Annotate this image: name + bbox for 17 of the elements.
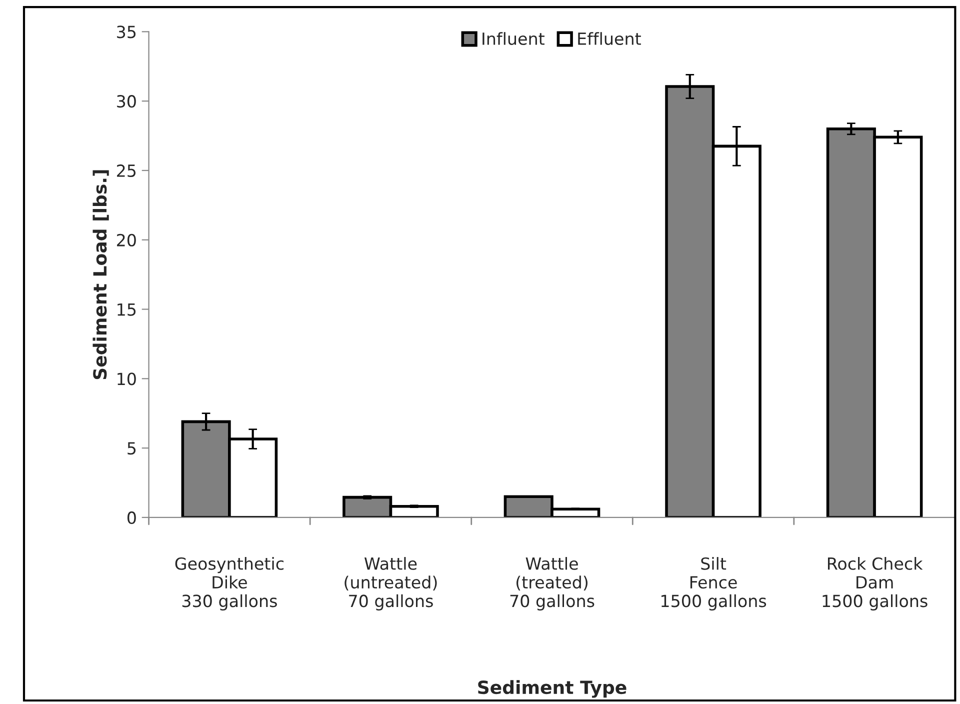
y-tick-label: 30 bbox=[117, 95, 136, 108]
y-tick-label: 10 bbox=[118, 372, 136, 386]
x-axis-title: Sediment Type bbox=[478, 680, 626, 698]
x-tick-label: Silt Fence 1500 gallons bbox=[662, 557, 766, 610]
y-tick-label: 35 bbox=[117, 26, 136, 38]
y-tick-label: 5 bbox=[128, 442, 136, 455]
y-tick-label: 25 bbox=[117, 164, 136, 178]
x-tick-label: Wattle (treated) 70 gallons bbox=[510, 557, 594, 610]
legend-label: Effluent bbox=[578, 32, 641, 46]
x-tick-label: Geosynthetic Dike 330 gallons bbox=[175, 557, 284, 610]
y-tick-label: 20 bbox=[117, 234, 136, 246]
y-tick-label: 15 bbox=[118, 303, 136, 316]
x-tick-label: Wattle (untreated) 70 gallons bbox=[344, 557, 437, 610]
x-tick-label: Rock Check Dam 1500 gallons bbox=[822, 557, 928, 610]
y-tick-label: 0 bbox=[127, 511, 136, 524]
y-axis-title: Sediment Load [lbs.] bbox=[92, 170, 109, 380]
legend-label: Influent bbox=[482, 32, 544, 46]
